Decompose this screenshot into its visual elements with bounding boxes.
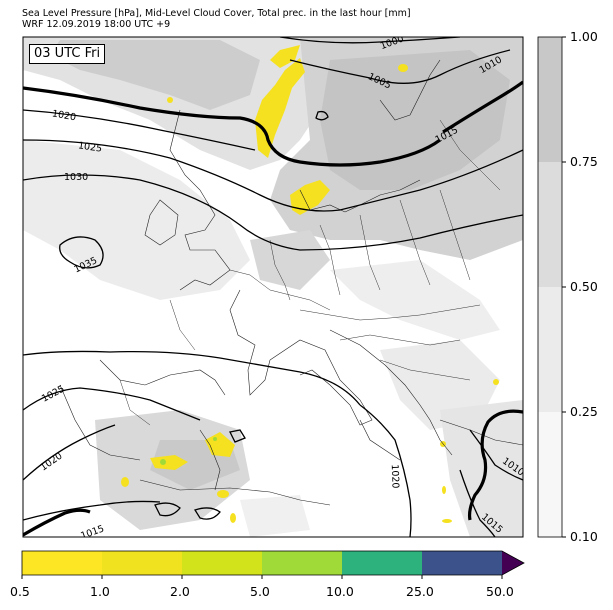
map-subtitle: WRF 12.09.2019 18:00 UTC +9 bbox=[22, 19, 171, 30]
precip-band bbox=[342, 551, 422, 575]
map-frame bbox=[22, 36, 524, 538]
precip-extend-arrow bbox=[502, 551, 524, 575]
cloud-tick-label: 0.25 bbox=[570, 404, 598, 419]
isobar-label: 1020 bbox=[51, 108, 77, 123]
precip-band bbox=[102, 551, 182, 575]
country-borders bbox=[119, 119, 501, 426]
cloud-tick-label: 0.75 bbox=[570, 154, 598, 169]
precip-band bbox=[422, 551, 502, 575]
precip-band bbox=[22, 551, 102, 575]
cloud-band bbox=[538, 412, 562, 537]
precipitation-colorbar bbox=[21, 550, 525, 579]
time-label: 03 UTC Fri bbox=[29, 44, 106, 64]
heavy-precipitation-spots bbox=[160, 437, 217, 465]
isobar-label: 1025 bbox=[77, 140, 102, 154]
precip-tick-label: 1.0 bbox=[90, 584, 110, 599]
cloud-cover-layer bbox=[23, 37, 523, 537]
cloud-cover-colorbar bbox=[537, 36, 566, 538]
precip-band bbox=[182, 551, 262, 575]
cloud-band bbox=[538, 287, 562, 412]
cloud-tick-label: 0.10 bbox=[570, 529, 598, 544]
isobars-1015-bold bbox=[23, 80, 523, 537]
isobar-label: 1020 bbox=[389, 464, 401, 489]
precip-tick-label: 50.0 bbox=[486, 584, 514, 599]
precip-tick-label: 25.0 bbox=[406, 584, 434, 599]
coastlines bbox=[59, 59, 523, 506]
isobars bbox=[23, 37, 523, 537]
cloud-band bbox=[538, 162, 562, 287]
cloud-tick-label: 0.50 bbox=[570, 279, 598, 294]
cloud-band bbox=[538, 37, 562, 162]
precip-tick-label: 10.0 bbox=[326, 584, 354, 599]
map-title: Sea Level Pressure [hPa], Mid-Level Clou… bbox=[22, 8, 411, 19]
precip-tick-label: 5.0 bbox=[250, 584, 270, 599]
precip-band bbox=[262, 551, 342, 575]
cloud-tick-label: 1.00 bbox=[570, 29, 598, 44]
precip-tick-label: 2.0 bbox=[170, 584, 190, 599]
isobar-label: 1030 bbox=[64, 172, 88, 183]
precip-tick-label: 0.5 bbox=[10, 584, 30, 599]
map-area: 1000 1005 1010 1015 1020 1025 1030 1035 … bbox=[23, 37, 523, 537]
